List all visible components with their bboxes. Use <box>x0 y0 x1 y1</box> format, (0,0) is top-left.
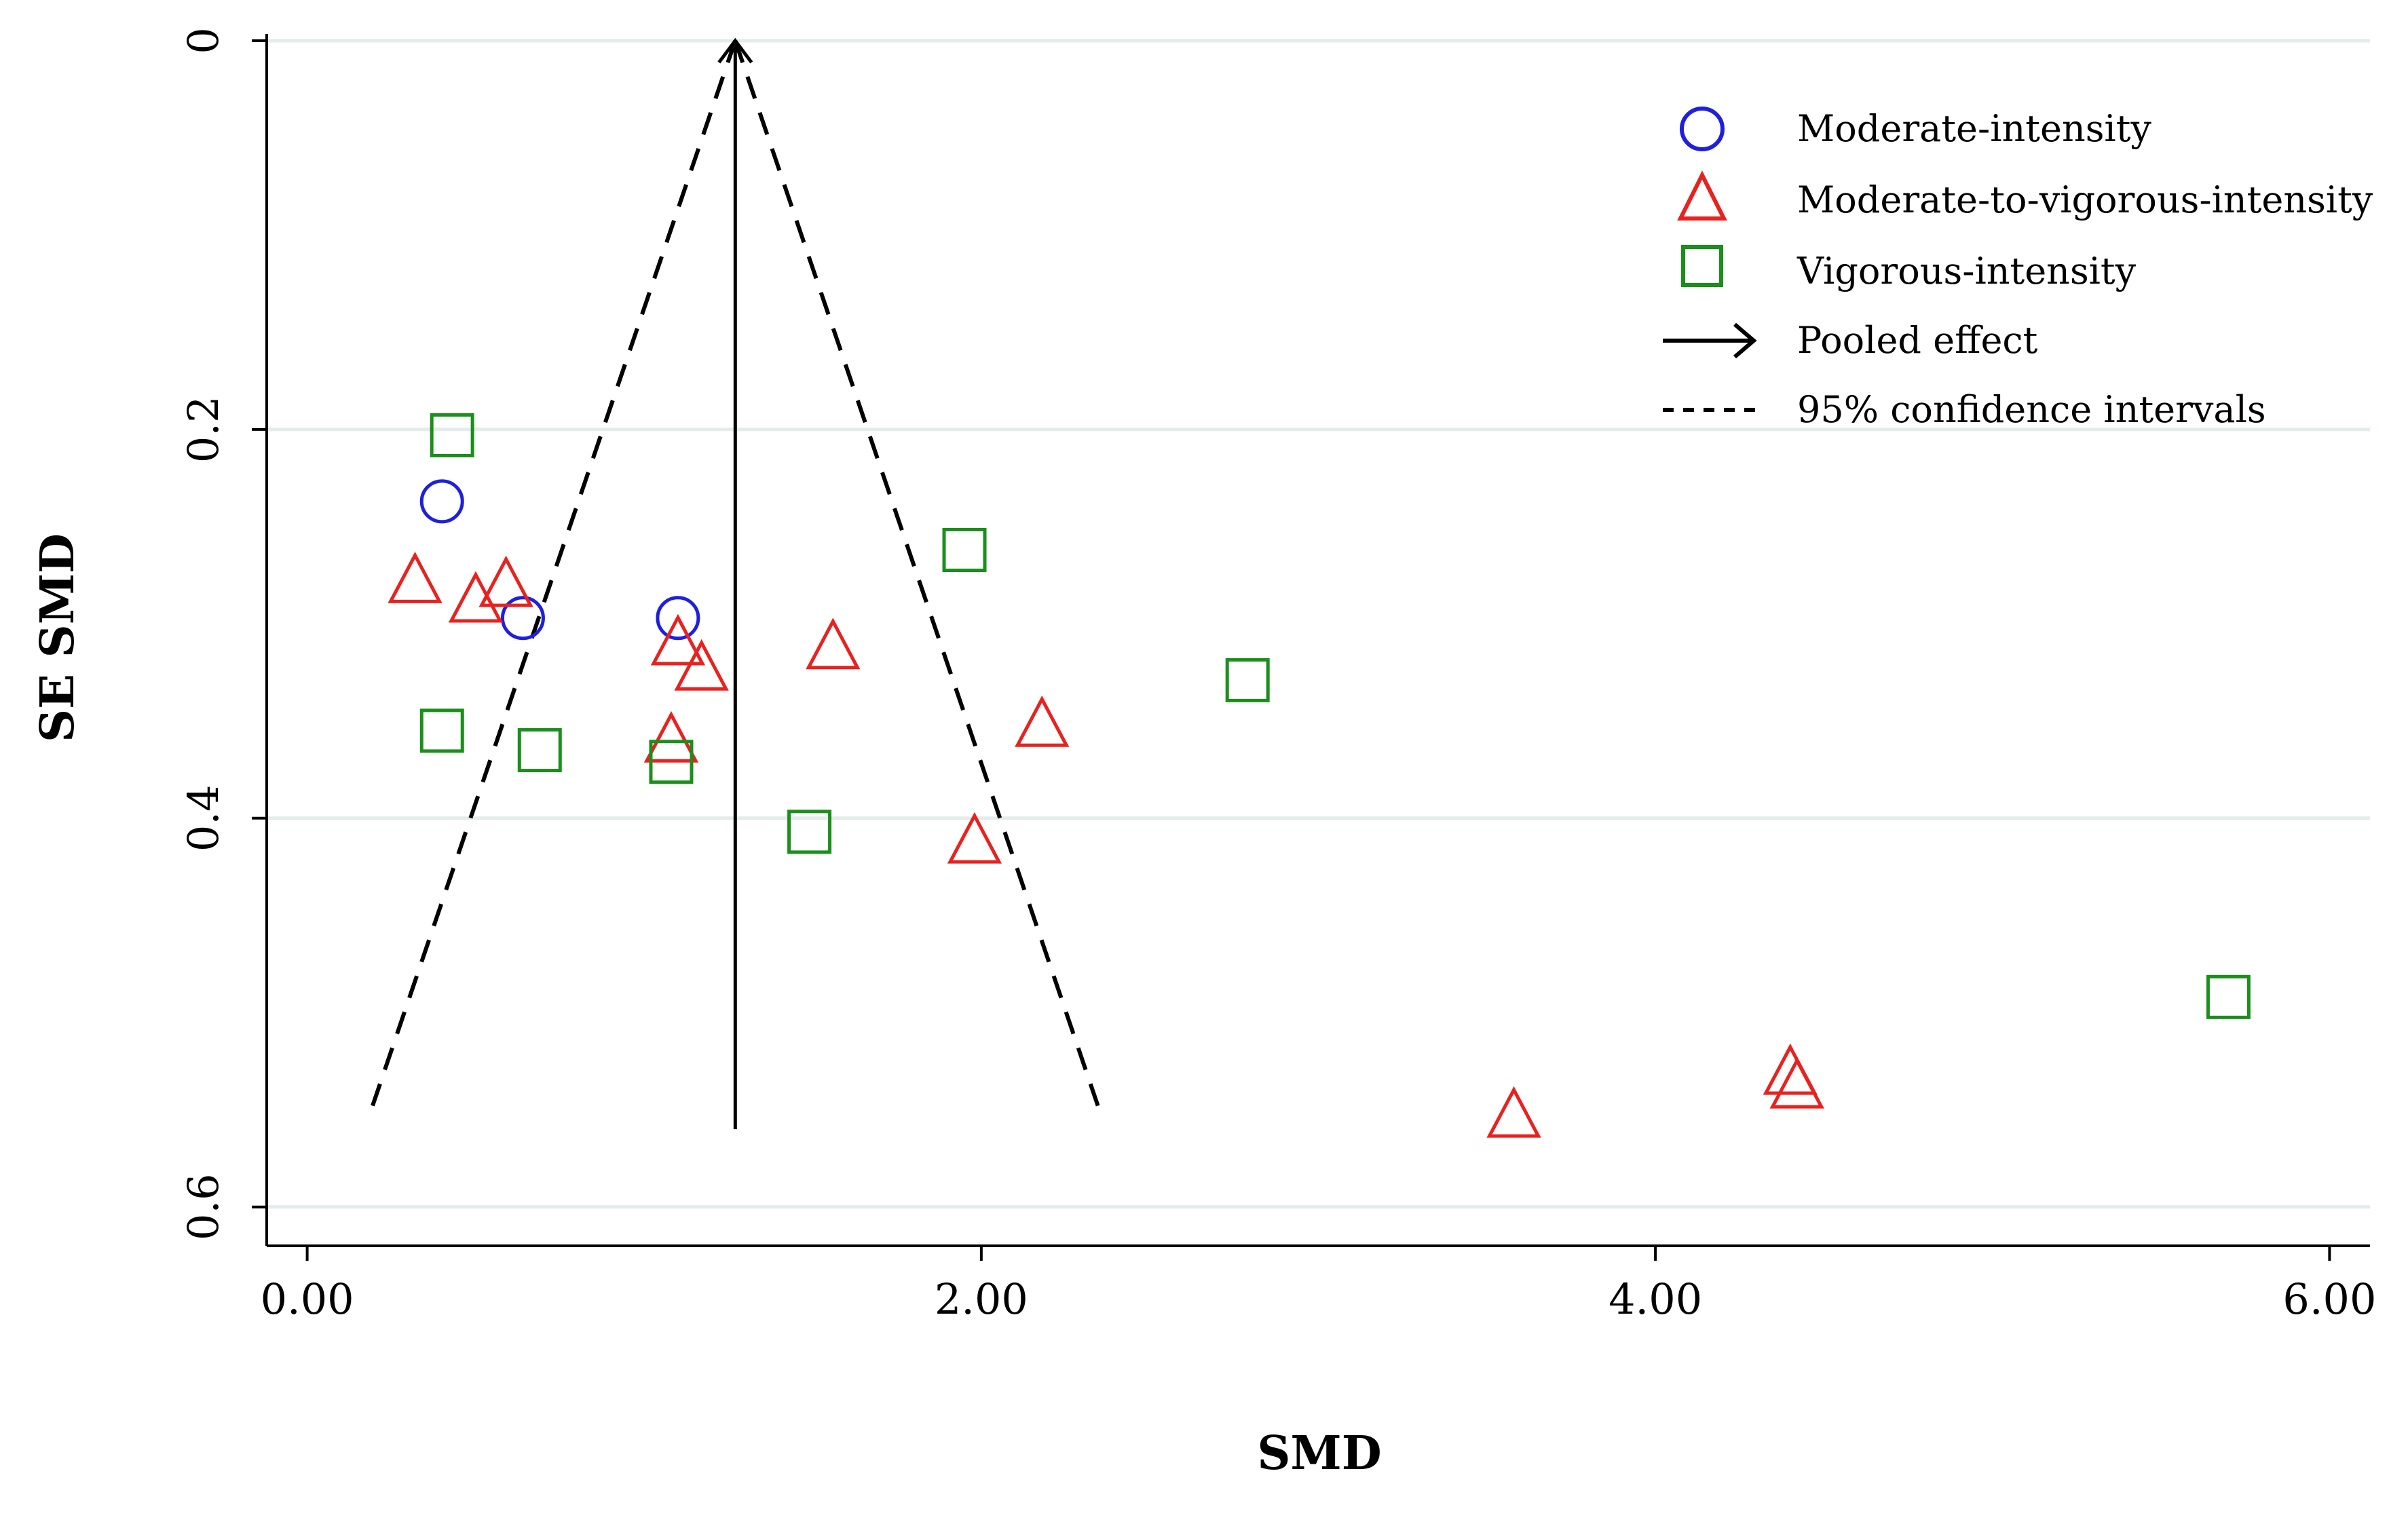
legend: Moderate-intensity Moderate-to-vigorous-… <box>1663 107 2373 431</box>
legend-circle-marker <box>1680 107 1725 151</box>
moderate-to-vigorous-intensity-point <box>650 613 706 666</box>
legend-square-marker <box>1681 245 1723 287</box>
moderate-intensity-point <box>656 596 700 641</box>
vigorous-intensity-point <box>517 728 562 773</box>
y-tick-label: 0.6 <box>178 1173 228 1240</box>
moderate-to-vigorous-intensity-point <box>947 812 1002 864</box>
moderate-to-vigorous-intensity-point <box>388 551 443 603</box>
legend-item-moderate: Moderate-intensity <box>1680 107 2151 151</box>
x-tick-label: 6.00 <box>2282 1274 2376 1324</box>
legend-item-vigorous: Vigorous-intensity <box>1681 245 2137 292</box>
legend-item-pooled: Pooled effect <box>1663 319 2038 362</box>
vigorous-intensity-point <box>787 810 832 854</box>
x-axis-title: SMD <box>1257 1426 1381 1481</box>
vigorous-intensity-point <box>942 528 987 573</box>
y-axis-title: SE SMD <box>31 533 85 742</box>
y-tick-label: 0.2 <box>178 396 228 463</box>
legend-arrow-head <box>1733 322 1757 359</box>
vigorous-intensity-point <box>2206 974 2251 1019</box>
moderate-to-vigorous-intensity-point <box>448 571 504 623</box>
axes <box>252 34 2370 1261</box>
vigorous-intensity-point <box>419 708 464 753</box>
moderate-to-vigorous-intensity-point <box>643 710 699 763</box>
tick-labels: 0 0.2 0.4 0.6 0.00 2.00 4.00 6.00 <box>178 27 2376 1324</box>
legend-label-moderate-vigorous: Moderate-to-vigorous-intensity <box>1797 178 2373 221</box>
legend-triangle-marker <box>1677 170 1727 221</box>
legend-item-moderate-vigorous: Moderate-to-vigorous-intensity <box>1677 170 2373 221</box>
ci-right-line <box>733 40 1102 1111</box>
x-tick-label: 4.00 <box>1609 1274 1702 1324</box>
vigorous-intensity-point <box>649 740 694 784</box>
data-points <box>388 413 2251 1138</box>
legend-label-moderate: Moderate-intensity <box>1797 107 2151 150</box>
legend-label-pooled: Pooled effect <box>1797 319 2038 362</box>
x-tick-label: 2.00 <box>935 1274 1028 1324</box>
pooled-effect-arrow <box>717 37 753 1130</box>
moderate-to-vigorous-intensity-point <box>1486 1086 1541 1138</box>
moderate-to-vigorous-intensity-point <box>1769 1057 1824 1109</box>
y-tick-label: 0 <box>178 27 228 54</box>
vigorous-intensity-point <box>430 413 474 457</box>
pooled-effect-arrowhead <box>717 37 753 64</box>
y-tick-label: 0.4 <box>178 785 228 852</box>
moderate-to-vigorous-intensity-point <box>806 617 861 670</box>
moderate-to-vigorous-intensity-point <box>1015 695 1070 747</box>
moderate-to-vigorous-intensity-point <box>674 639 729 691</box>
legend-label-vigorous: Vigorous-intensity <box>1796 250 2137 292</box>
legend-label-ci: 95% confidence intervals <box>1797 388 2266 431</box>
moderate-to-vigorous-intensity-point <box>478 555 533 607</box>
moderate-intensity-point <box>500 596 545 641</box>
x-tick-label: 0.00 <box>261 1274 354 1324</box>
legend-item-ci: 95% confidence intervals <box>1663 388 2266 431</box>
grid-lines <box>267 39 2370 1209</box>
vigorous-intensity-point <box>1225 658 1270 702</box>
moderate-intensity-point <box>419 479 464 524</box>
